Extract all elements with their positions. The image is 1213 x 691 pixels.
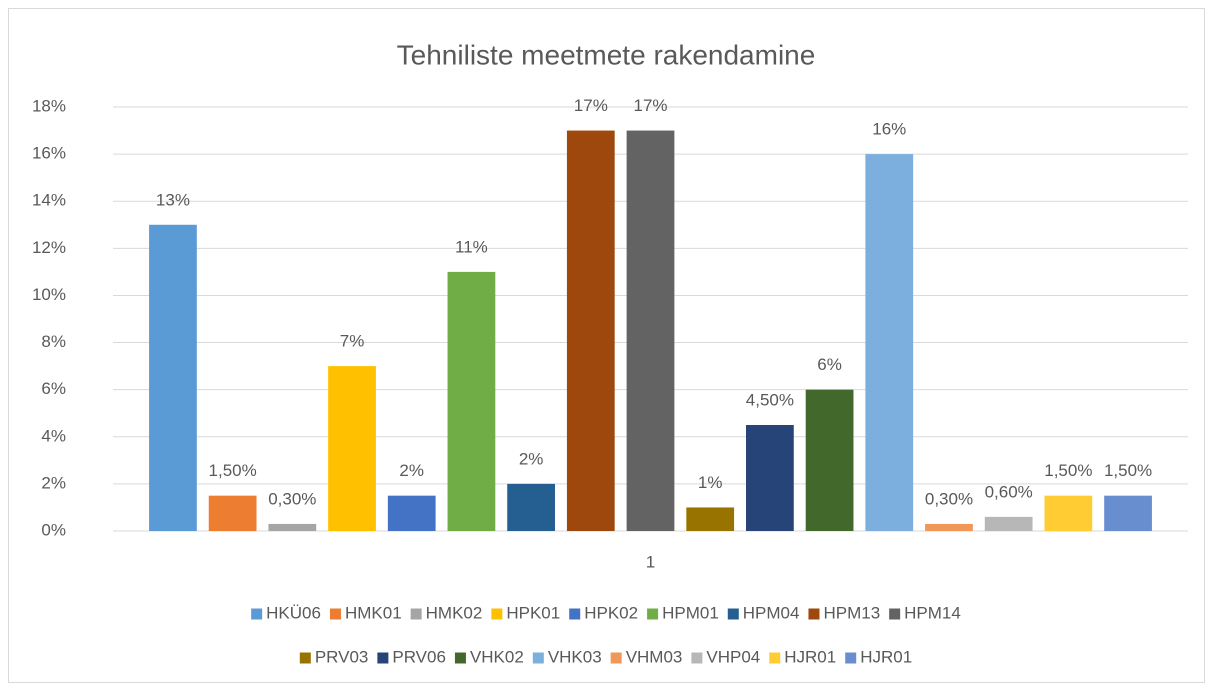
legend-label: VHK03	[548, 647, 602, 666]
y-tick-label: 0%	[41, 520, 66, 539]
legend-label: HJR01	[860, 647, 912, 666]
legend-label: HKÜ06	[266, 603, 321, 622]
y-tick-label: 8%	[41, 332, 66, 351]
y-tick-label: 16%	[32, 144, 66, 163]
bar	[328, 366, 376, 531]
legend-swatch	[454, 652, 466, 664]
legend-swatch	[769, 652, 781, 664]
data-label: 4,50%	[746, 390, 794, 409]
bar	[925, 523, 973, 531]
data-label: 0,60%	[985, 482, 1033, 501]
legend-label: VHM03	[626, 647, 683, 666]
legend-label: VHK02	[470, 647, 524, 666]
legend-label: HMK02	[426, 603, 483, 622]
legend-swatch	[532, 652, 544, 664]
y-tick-label: 2%	[41, 473, 66, 492]
legend-label: HMK01	[345, 603, 402, 622]
data-label: 17%	[633, 96, 667, 115]
y-tick-label: 14%	[32, 191, 66, 210]
bar	[268, 523, 317, 531]
y-tick-label: 18%	[32, 96, 66, 115]
legend-label: HPM14	[904, 603, 961, 622]
legend-label: PRV03	[315, 647, 369, 666]
legend-swatch	[808, 608, 820, 620]
y-tick-label: 12%	[32, 238, 66, 257]
legend-swatch	[329, 608, 341, 620]
y-tick-label: 4%	[41, 426, 66, 445]
legend-swatch	[569, 608, 581, 620]
bar	[1104, 495, 1152, 531]
data-label: 7%	[340, 332, 365, 351]
data-label: 2%	[519, 449, 544, 468]
x-tick-label: 1	[646, 552, 655, 571]
data-label: 13%	[156, 190, 190, 209]
legend-swatch	[610, 652, 622, 664]
legend-label: HPM01	[662, 603, 719, 622]
bar	[746, 425, 794, 531]
legend-label: HPK01	[506, 603, 560, 622]
data-label: 17%	[574, 96, 608, 115]
legend-swatch	[647, 608, 659, 620]
legend-label: HPM13	[823, 603, 880, 622]
bar	[387, 495, 436, 531]
data-label: 2%	[399, 461, 424, 480]
bar	[1044, 495, 1093, 531]
legend-swatch	[251, 608, 263, 620]
legend-swatch	[845, 652, 857, 664]
data-label: 1,50%	[1104, 461, 1152, 480]
data-label: 1,50%	[1044, 461, 1092, 480]
data-label: 0,30%	[268, 489, 316, 508]
legend-swatch	[377, 652, 389, 664]
data-label: 0,30%	[925, 489, 973, 508]
data-label: 1,50%	[209, 461, 257, 480]
bar	[566, 130, 615, 532]
bar	[984, 516, 1033, 531]
bar	[149, 224, 197, 531]
data-label: 16%	[872, 120, 906, 139]
bar	[865, 154, 914, 531]
y-tick-label: 10%	[32, 285, 66, 304]
chart-title: Tehniliste meetmete rakendamine	[397, 39, 816, 70]
bar	[447, 271, 496, 531]
legend-label: PRV06	[392, 647, 446, 666]
legend-label: HPM04	[743, 603, 800, 622]
bar	[626, 130, 675, 532]
legend-swatch	[889, 608, 901, 620]
bar	[805, 389, 854, 531]
legend-label: HPK02	[584, 603, 638, 622]
data-label: 11%	[455, 237, 488, 256]
legend-swatch	[491, 608, 503, 620]
y-tick-label: 6%	[41, 379, 66, 398]
legend-swatch	[727, 608, 739, 620]
legend-label: HJR01	[784, 647, 836, 666]
bar	[686, 507, 735, 531]
legend-label: VHP04	[706, 647, 760, 666]
bar	[208, 495, 257, 531]
data-label: 1%	[698, 473, 723, 492]
data-label: 6%	[817, 355, 842, 374]
legend-swatch	[410, 608, 422, 620]
legend-swatch	[299, 652, 311, 664]
legend-swatch	[691, 652, 703, 664]
bar	[507, 483, 555, 531]
